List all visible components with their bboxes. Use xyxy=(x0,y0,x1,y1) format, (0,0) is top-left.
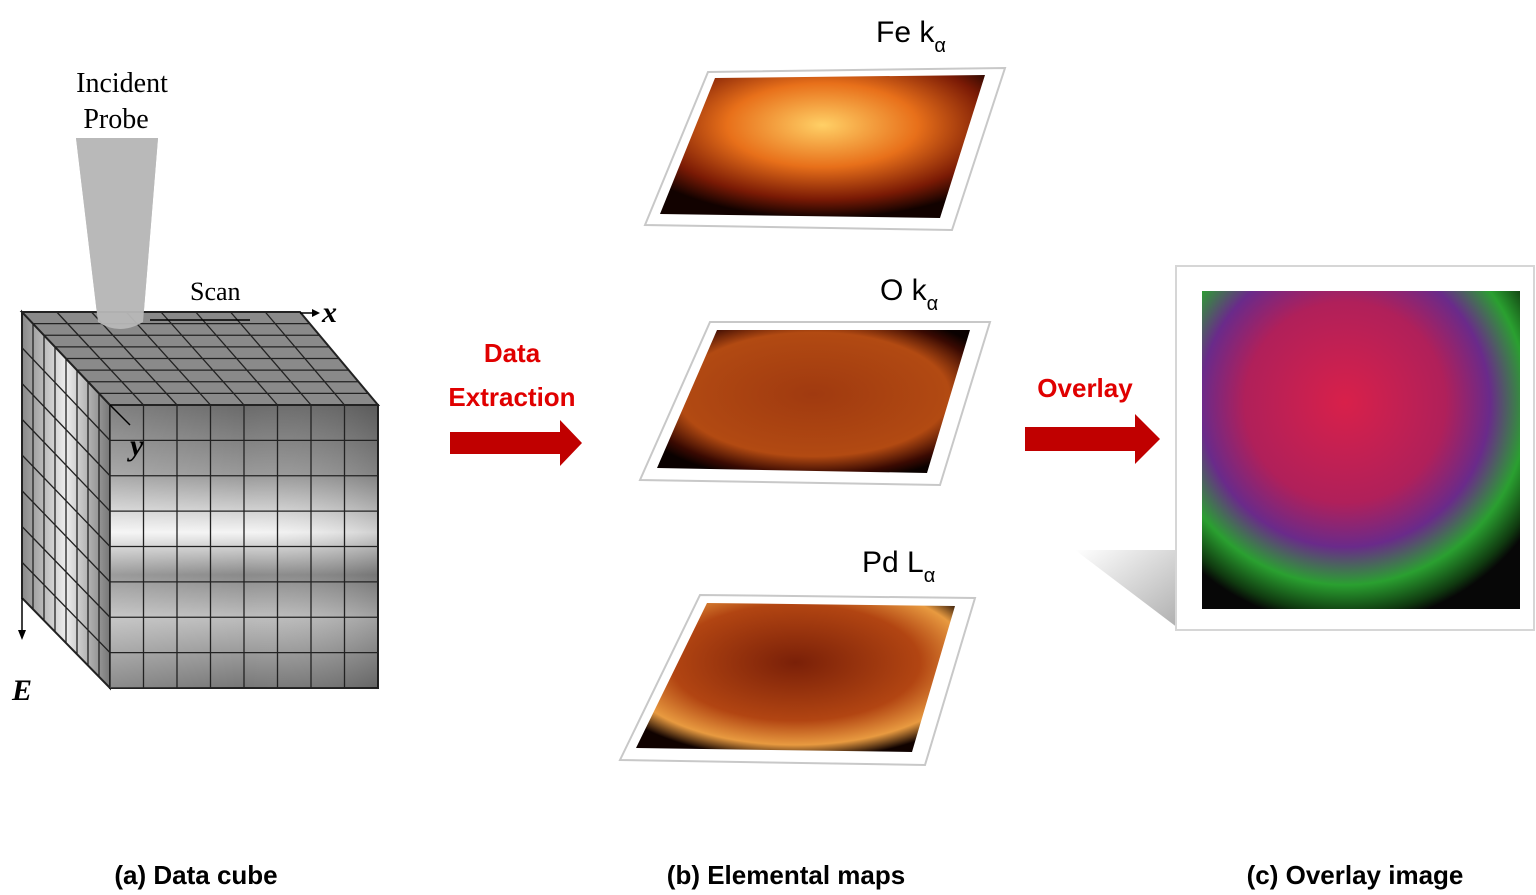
grid-line xyxy=(21,454,111,547)
e-axis-label: E xyxy=(11,674,32,707)
probe-label: Probe xyxy=(83,104,148,135)
e-arrowhead xyxy=(18,630,26,640)
step-label: Extraction xyxy=(448,382,575,412)
probe-label: Incident xyxy=(76,68,168,99)
x-axis-label: x xyxy=(321,296,337,329)
map-image xyxy=(657,330,970,473)
map-label: O kα xyxy=(880,274,938,315)
map-label-sub: α xyxy=(927,293,939,315)
arrow xyxy=(1025,414,1160,464)
grid-line xyxy=(21,526,111,618)
overlay-image xyxy=(1202,291,1520,609)
grid-line xyxy=(264,311,345,406)
map-image xyxy=(636,603,955,752)
arrow xyxy=(450,420,582,466)
map-label-text: Pd L xyxy=(862,546,924,579)
scan-label: Scan xyxy=(190,277,241,306)
grid-line xyxy=(21,561,111,654)
map-label: Pd Lα xyxy=(862,546,935,587)
shadow xyxy=(1075,550,1178,628)
grid-line xyxy=(21,490,111,583)
grid-line xyxy=(230,311,312,406)
map-label-text: O k xyxy=(880,274,928,307)
map-label-sub: α xyxy=(934,35,946,57)
y-axis-label: y xyxy=(127,429,144,462)
caption: (a) Data cube xyxy=(114,860,277,890)
step-label: Overlay xyxy=(1037,373,1133,403)
map-label: Fe kα xyxy=(876,16,946,57)
caption: (c) Overlay image xyxy=(1247,860,1464,890)
cube-grid xyxy=(21,311,378,688)
y-axis xyxy=(109,404,131,426)
caption: (b) Elemental maps xyxy=(667,860,905,890)
grid-line xyxy=(195,311,278,406)
x-arrowhead xyxy=(312,309,320,317)
probe-tip xyxy=(76,138,158,329)
step-label: Data xyxy=(484,338,541,368)
map-label-sub: α xyxy=(924,565,936,587)
map-label-text: Fe k xyxy=(876,16,935,49)
map-image xyxy=(660,75,985,218)
